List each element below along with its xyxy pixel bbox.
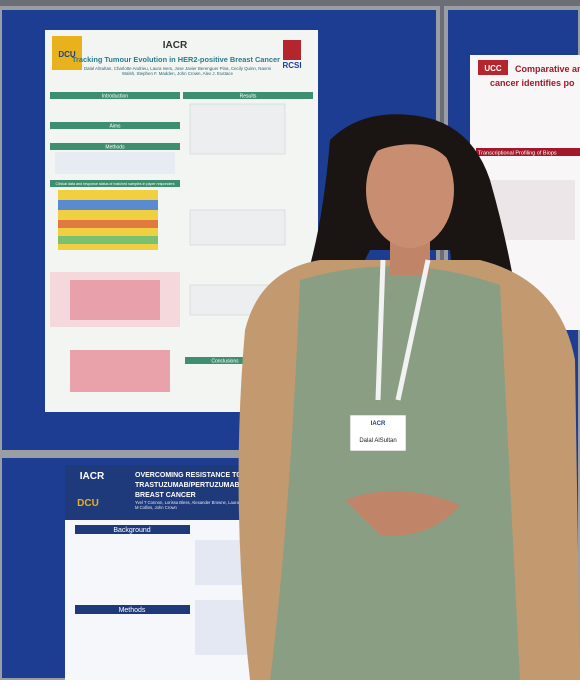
- logo-box: [478, 60, 508, 75]
- person: IACR Dalal AlSultan: [238, 114, 580, 680]
- methods-figure: [55, 152, 175, 174]
- section-title: Aims: [109, 124, 121, 130]
- section-bar: [476, 148, 580, 156]
- section-title: Methods: [105, 145, 125, 151]
- authors-box: Dalal AlSultan, Charlotte Andrieu, Laura…: [84, 66, 271, 76]
- logo-box: [52, 36, 82, 70]
- heatmap: [58, 190, 158, 250]
- poster-title: TRASTUZUMAB/PERTUZUMAB IN HER2-P: [135, 482, 276, 489]
- section-bar: [50, 180, 180, 187]
- cnv-plot-inner: [70, 280, 160, 320]
- section-title: Transcriptional Profiling of Biops: [478, 151, 557, 157]
- lanyard: [375, 259, 431, 401]
- poster-title: BREAST CANCER: [135, 492, 196, 499]
- authors: Dalal AlSultan, Charlotte Andrieu, Laura…: [84, 66, 271, 76]
- section-bar: [50, 92, 180, 99]
- results-plot: [189, 103, 286, 155]
- logo-text: DCU: [77, 498, 99, 509]
- authors: Yvel T Connon, Lorissa Bless, Alexander …: [135, 500, 263, 510]
- heatmap-row: [58, 200, 158, 210]
- badge-header: IACR: [371, 421, 386, 427]
- logo-text: RCSI: [282, 61, 301, 70]
- hair-top: [365, 124, 455, 170]
- section-bar: [50, 143, 180, 150]
- section-title: Conclusions: [211, 359, 239, 365]
- logo-text: DCU: [58, 50, 76, 59]
- section-title: Background: [113, 527, 150, 534]
- section-title: Results: [240, 94, 257, 100]
- authors-box: Yvel T Connon, Lorissa Bless, Alexander …: [135, 500, 263, 510]
- section-title: Introduction: [102, 94, 128, 100]
- section-bar: [75, 525, 190, 534]
- hands: [345, 491, 460, 536]
- poster-title: OVERCOMING RESISTANCE TO: [135, 472, 242, 479]
- logo-text: IACR: [163, 40, 188, 51]
- logo-text: IACR: [80, 471, 105, 482]
- section-bar: [183, 92, 313, 99]
- dress: [270, 266, 520, 680]
- poster-header: [65, 465, 270, 520]
- section-bar: [50, 122, 180, 129]
- section-bar: [75, 605, 190, 614]
- section-title: Methods: [119, 607, 146, 614]
- crest: [283, 40, 301, 60]
- heatmap-row: [58, 220, 158, 228]
- poster-title: Comparative ana: [515, 64, 580, 74]
- poster-lower: IACR DCU OVERCOMING RESISTANCE TO TRASTU…: [65, 465, 276, 680]
- poster-main: DCU IACR RCSI Tracking Tumour Evolution …: [45, 30, 318, 412]
- face: [366, 132, 454, 248]
- poster-title: Tracking Tumour Evolution in HER2-positi…: [72, 55, 280, 64]
- badge-name: Dalal AlSultan: [359, 438, 396, 444]
- section-bar: [185, 357, 265, 364]
- poster-title: cancer identifies po: [490, 78, 575, 88]
- heatmap-row: [58, 236, 158, 244]
- logo-text: UCC: [484, 64, 502, 73]
- results-plot: [189, 209, 286, 246]
- cnv-plot: [70, 350, 170, 392]
- section-title: Clinical data and response status of mat…: [55, 182, 174, 186]
- badge: [349, 414, 407, 452]
